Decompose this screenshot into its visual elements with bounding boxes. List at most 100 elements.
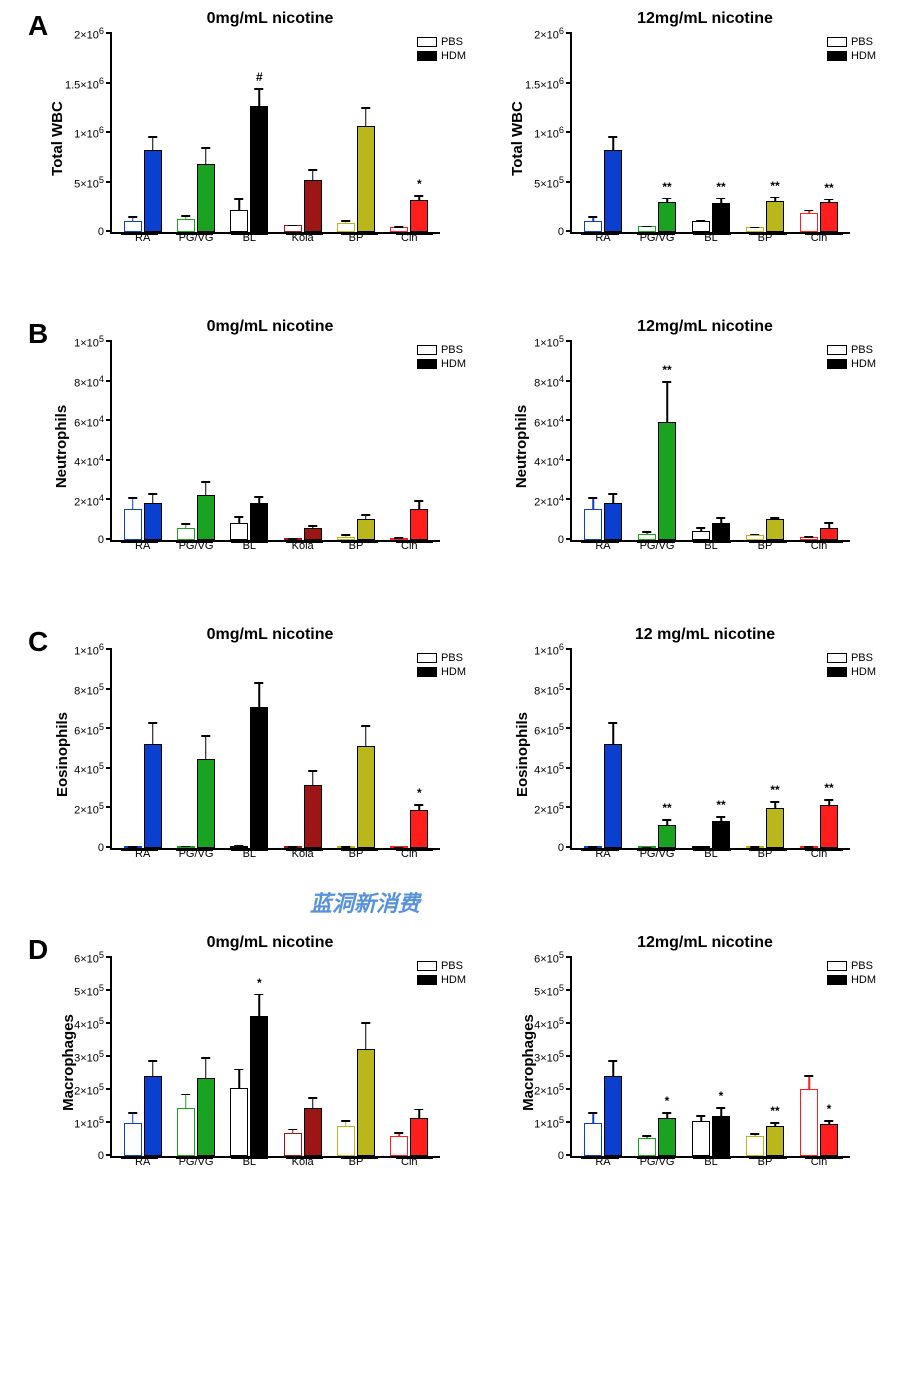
ytick-label: 4×104: [74, 453, 112, 469]
ytick-label: 6×105: [74, 950, 112, 966]
significance-marker: *: [665, 1094, 670, 1108]
chart-left: 0mg/mL nicotineTotal WBC05×1051×1061.5×1…: [50, 10, 460, 234]
significance-marker: *: [719, 1089, 724, 1103]
significance-marker: **: [770, 1104, 779, 1118]
ytick-label: 2×106: [534, 26, 572, 42]
x-category-label: BL: [223, 848, 276, 860]
bar-pbs: [337, 1126, 355, 1156]
ytick-label: 8×104: [74, 374, 112, 390]
panel-label: C: [28, 626, 48, 658]
x-category-label: BP: [329, 848, 382, 860]
bar-pbs: [337, 223, 355, 233]
bar-hdm: **: [658, 422, 676, 540]
y-axis-label: Neutrophils: [53, 405, 70, 488]
bar-group: [337, 126, 375, 232]
ytick-label: 1.5×106: [525, 76, 572, 92]
bar-pbs: [638, 1138, 656, 1156]
bar-hdm: [197, 759, 215, 848]
ytick-label: 1×105: [74, 334, 112, 350]
legend-label: PBS: [851, 652, 873, 664]
bar-group: [124, 744, 162, 848]
bar-pbs: [692, 531, 710, 540]
ytick-label: 4×105: [534, 1016, 572, 1032]
bar-group: [177, 1078, 215, 1156]
bar-group: [284, 785, 322, 848]
bar-group: **: [800, 805, 838, 848]
x-category-label: Kola: [276, 1156, 329, 1168]
x-category-label: RA: [576, 1156, 630, 1168]
legend-item-hdm: HDM: [827, 358, 876, 370]
chart-title: 12 mg/mL nicotine: [565, 626, 845, 644]
bar-hdm: *: [712, 1116, 730, 1156]
legend-label: PBS: [441, 36, 463, 48]
bar-group: [124, 503, 162, 540]
panel-row-B: B0mg/mL nicotineNeutrophils02×1044×1046×…: [10, 318, 894, 608]
x-category-label: RA: [116, 232, 169, 244]
x-category-label: PG/VG: [630, 1156, 684, 1168]
ytick-label: 8×104: [534, 374, 572, 390]
ytick-label: 6×104: [534, 413, 572, 429]
ytick-label: 5×105: [534, 983, 572, 999]
bar-pbs: [177, 528, 195, 540]
legend-label: PBS: [441, 344, 463, 356]
chart-title: 12mg/mL nicotine: [565, 10, 845, 28]
panel-row-D: D0mg/mL nicotineMacrophages01×1052×1053×…: [10, 934, 894, 1224]
bar-group: [177, 759, 215, 848]
plot-area: 01×1052×1053×1054×1055×1056×105*****RAPG…: [570, 958, 850, 1158]
legend-label: HDM: [441, 50, 466, 62]
plot-area: 05×1051×1061.5×1062×106********RAPG/VGBL…: [570, 34, 850, 234]
bar-hdm: [604, 150, 622, 232]
significance-marker: *: [827, 1102, 832, 1116]
legend-item-pbs: PBS: [417, 344, 466, 356]
bar-group: [284, 1108, 322, 1156]
bar-group: [390, 509, 428, 540]
plot-area: 02×1044×1046×1048×1041×105RAPG/VGBLKolaB…: [110, 342, 440, 542]
ytick-label: 4×105: [534, 761, 572, 777]
ytick-label: 8×105: [74, 682, 112, 698]
ytick-label: 6×104: [74, 413, 112, 429]
significance-marker: *: [417, 786, 422, 800]
legend-item-hdm: HDM: [417, 974, 466, 986]
bar-hdm: [357, 746, 375, 848]
chart-title: 12mg/mL nicotine: [565, 318, 845, 336]
bar-hdm: [604, 503, 622, 540]
bar-pbs: [177, 219, 195, 233]
x-category-label: PG/VG: [169, 1156, 222, 1168]
x-category-label: RA: [116, 1156, 169, 1168]
bar-group: [584, 744, 622, 848]
x-category-label: PG/VG: [169, 232, 222, 244]
legend-item-hdm: HDM: [417, 358, 466, 370]
legend-item-pbs: PBS: [827, 652, 876, 664]
bar-group: *: [800, 1089, 838, 1156]
bar-pbs: [692, 221, 710, 232]
x-category-label: BL: [684, 848, 738, 860]
chart-title: 12mg/mL nicotine: [565, 934, 845, 952]
x-category-label: Cin: [383, 540, 436, 552]
x-category-label: BL: [223, 232, 276, 244]
legend-label: PBS: [441, 960, 463, 972]
ytick-label: 2×105: [534, 801, 572, 817]
ytick-label: 0: [98, 842, 112, 854]
bar-hdm: **: [658, 202, 676, 232]
ytick-label: 0: [98, 1150, 112, 1162]
significance-marker: **: [824, 781, 833, 795]
x-category-label: BP: [329, 1156, 382, 1168]
bar-hdm: [250, 503, 268, 540]
legend: PBSHDM: [827, 36, 876, 64]
x-category-label: Cin: [792, 848, 846, 860]
x-category-label: Cin: [792, 232, 846, 244]
bar-group: [177, 164, 215, 232]
legend-label: HDM: [851, 358, 876, 370]
bar-pbs: [390, 1136, 408, 1156]
bar-pbs: [124, 509, 142, 540]
bar-hdm: [304, 785, 322, 848]
legend-item-pbs: PBS: [417, 36, 466, 48]
bar-group: [230, 707, 268, 848]
legend: PBSHDM: [827, 960, 876, 988]
bar-group: [337, 746, 375, 848]
bar-hdm: [144, 744, 162, 848]
bar-pbs: [800, 213, 818, 232]
x-category-label: Kola: [276, 232, 329, 244]
bar-group: *: [638, 1118, 676, 1156]
y-axis-label: Neutrophils: [513, 405, 530, 488]
